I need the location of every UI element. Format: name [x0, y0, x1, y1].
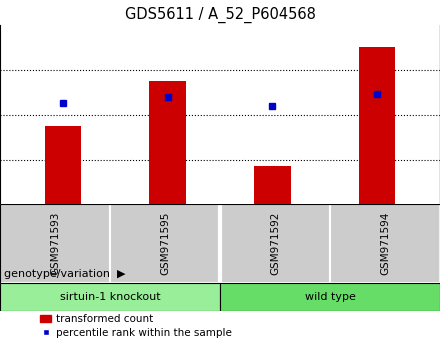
Text: wild type: wild type: [304, 292, 356, 302]
Bar: [220, 283, 440, 311]
Bar: [254, 166, 291, 205]
Legend: transformed count, percentile rank within the sample: transformed count, percentile rank withi…: [40, 314, 232, 337]
Text: GSM971593: GSM971593: [50, 212, 60, 275]
Bar: [220, 205, 330, 283]
Text: genotype/variation  ▶: genotype/variation ▶: [4, 269, 126, 279]
Bar: [149, 81, 186, 205]
Text: GSM971595: GSM971595: [160, 212, 170, 275]
Bar: [0, 205, 440, 283]
Text: GSM971594: GSM971594: [380, 212, 390, 275]
Text: sirtuin-1 knockout: sirtuin-1 knockout: [60, 292, 160, 302]
Title: GDS5611 / A_52_P604568: GDS5611 / A_52_P604568: [125, 7, 315, 23]
Bar: [330, 205, 440, 283]
Bar: [0, 283, 220, 311]
Bar: [359, 47, 396, 205]
Bar: [44, 126, 81, 205]
Bar: [110, 205, 220, 283]
Text: GSM971592: GSM971592: [270, 212, 280, 275]
Bar: [0, 205, 110, 283]
